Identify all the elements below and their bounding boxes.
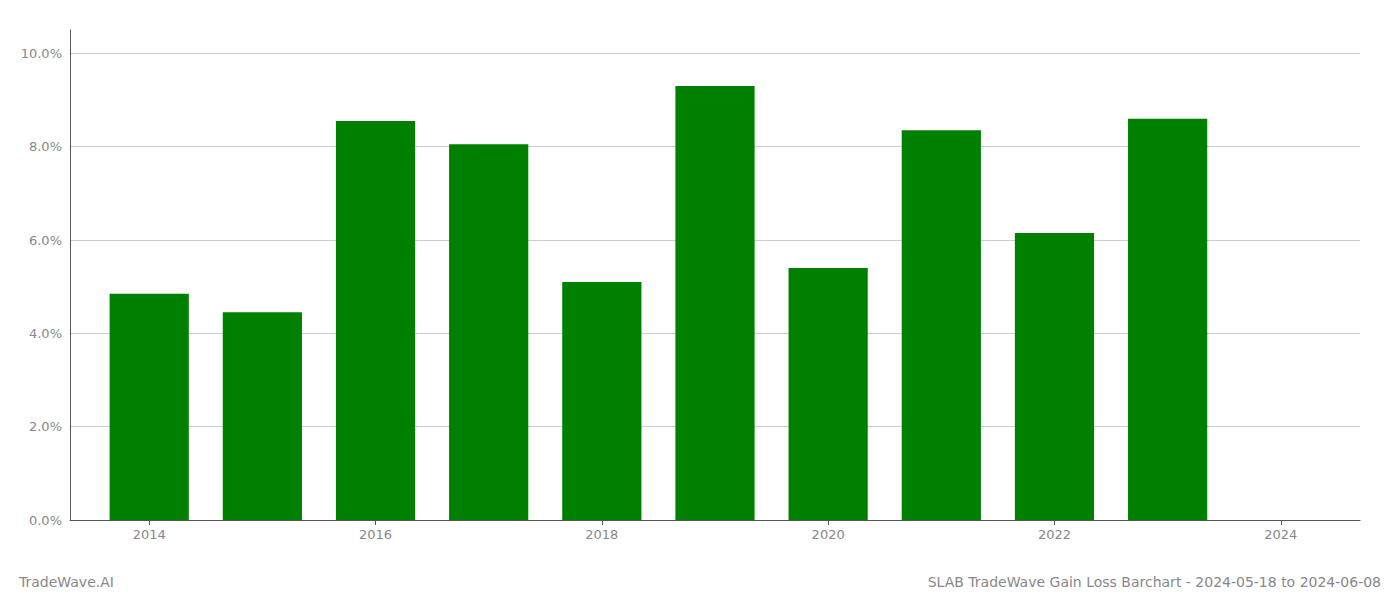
- svg-text:4.0%: 4.0%: [29, 326, 62, 341]
- svg-text:0.0%: 0.0%: [29, 513, 62, 528]
- svg-text:TradeWave.AI: TradeWave.AI: [18, 574, 114, 590]
- svg-text:2018: 2018: [585, 527, 618, 542]
- svg-text:10.0%: 10.0%: [21, 46, 62, 61]
- svg-text:2024: 2024: [1264, 527, 1297, 542]
- svg-text:2020: 2020: [812, 527, 845, 542]
- svg-text:8.0%: 8.0%: [29, 139, 62, 154]
- svg-text:2022: 2022: [1038, 527, 1071, 542]
- svg-text:SLAB TradeWave Gain Loss Barch: SLAB TradeWave Gain Loss Barchart - 2024…: [928, 574, 1381, 590]
- svg-text:2.0%: 2.0%: [29, 419, 62, 434]
- svg-text:2014: 2014: [133, 527, 166, 542]
- svg-text:6.0%: 6.0%: [29, 233, 62, 248]
- svg-text:2016: 2016: [359, 527, 392, 542]
